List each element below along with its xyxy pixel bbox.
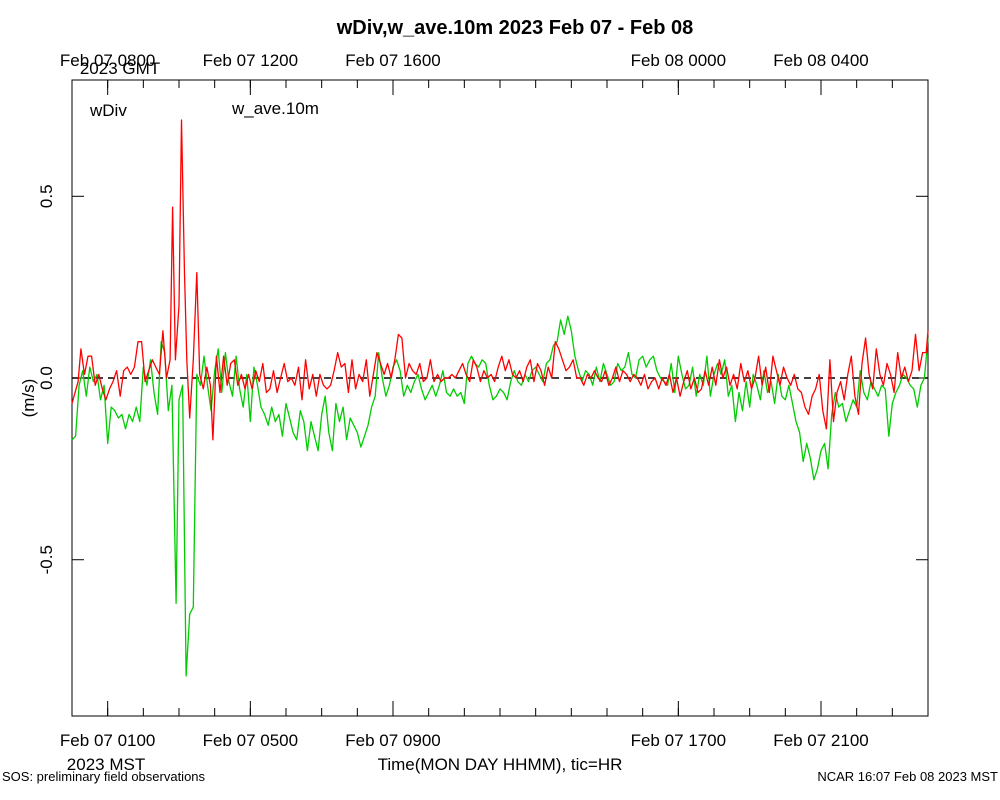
top-tick-label: Feb 07 1600 (345, 51, 440, 70)
y-axis-label: (m/s) (19, 379, 38, 418)
top-tick-label: Feb 07 1200 (203, 51, 298, 70)
top-timezone-label: 2023 GMT (80, 59, 160, 78)
y-tick-label: -0.5 (37, 545, 56, 574)
chart-title: wDiv,w_ave.10m 2023 Feb 07 - Feb 08 (336, 17, 693, 39)
legend-wdiv: wDiv (89, 101, 127, 120)
plot-area (71, 79, 929, 717)
bottom-axis-labels: Feb 07 0100 Feb 07 0500 Feb 07 0900 Feb 07 … (60, 731, 869, 750)
footer-timestamp: NCAR 16:07 Feb 08 2023 MST (817, 769, 998, 784)
footer-source-note: SOS: preliminary field observations (2, 769, 206, 784)
y-axis-labels: 0.5 0.0 -0.5 (37, 184, 56, 574)
bottom-tick-label: Feb 07 2100 (773, 731, 868, 750)
top-tick-label: Feb 07 0800 (60, 51, 155, 70)
axis-ticks (72, 80, 928, 716)
bottom-tick-label: Feb 07 0900 (345, 731, 440, 750)
bottom-timezone-label: 2023 MST (67, 755, 145, 774)
series-line-wdiv (71, 119, 929, 441)
legend-w-ave-10m: w_ave.10m (231, 99, 319, 118)
bottom-tick-label: Feb 07 1700 (631, 731, 726, 750)
plot-border (71, 79, 929, 717)
top-tick-label: Feb 08 0400 (773, 51, 868, 70)
bottom-tick-label: Feb 07 0500 (203, 731, 298, 750)
y-tick-label: 0.0 (37, 366, 56, 390)
top-tick-label: Feb 08 0000 (631, 51, 726, 70)
top-axis-labels: Feb 07 0800 Feb 07 1200 Feb 07 1600 Feb 08 … (60, 51, 869, 70)
series-line-w-ave-10m (71, 315, 929, 677)
y-tick-label: 0.5 (37, 184, 56, 208)
series-layer (71, 119, 929, 677)
x-axis-label: Time(MON DAY HHMM), tic=HR (378, 755, 623, 774)
bottom-tick-label: Feb 07 0100 (60, 731, 155, 750)
